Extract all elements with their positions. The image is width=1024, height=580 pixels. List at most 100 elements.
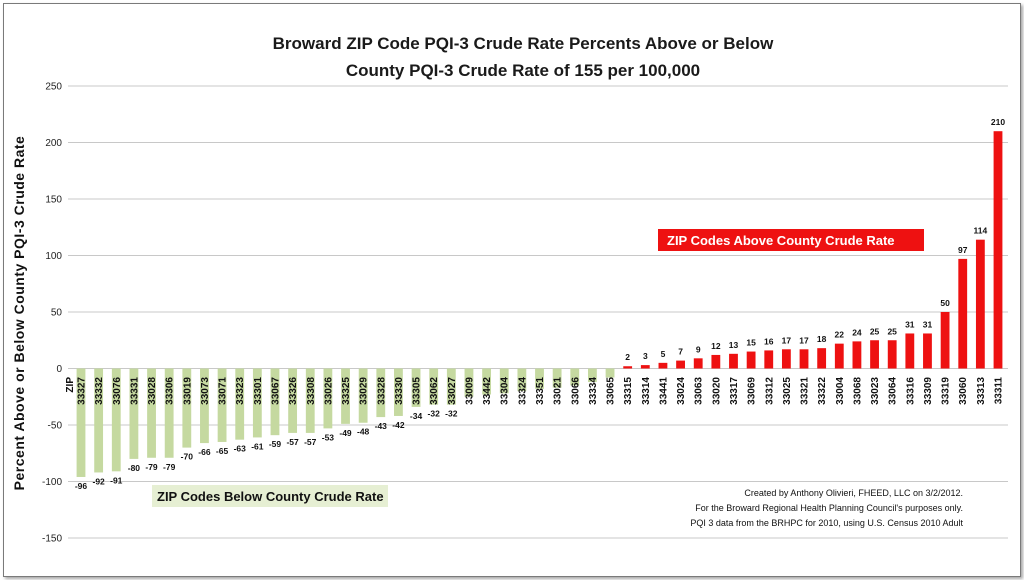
data-label: -57: [304, 437, 317, 447]
bar: [658, 362, 668, 369]
category-label: 33026: [323, 377, 334, 405]
category-labels: 33327 33332 33076 33331 33028 33306 33019 33073…: [77, 377, 1005, 405]
y-tick-label: 200: [45, 138, 62, 149]
bar: [799, 349, 809, 369]
bar: [817, 348, 827, 369]
data-label: 5: [661, 349, 666, 359]
data-label: -65: [216, 446, 229, 456]
data-label: -49: [339, 428, 352, 438]
bar: [464, 368, 474, 397]
category-label: 33441: [658, 377, 669, 405]
gridlines: [68, 85, 1008, 539]
bar: [129, 368, 139, 459]
category-label: 33334: [588, 377, 599, 405]
bar: [499, 368, 509, 394]
category-label: 33311: [994, 377, 1005, 405]
category-label: 33322: [817, 377, 828, 405]
above-annotation-text: ZIP Codes Above County Crude Rate: [667, 233, 895, 248]
category-label: 33304: [500, 377, 511, 405]
data-label: 210: [991, 117, 1005, 127]
category-label: 33027: [447, 377, 458, 405]
bar: [640, 365, 650, 369]
data-label: -59: [269, 439, 282, 449]
data-label: 12: [711, 341, 721, 351]
bar: [693, 358, 703, 369]
bar: [182, 368, 192, 448]
data-label: 22: [835, 330, 845, 340]
category-label: 33332: [94, 377, 105, 405]
bar: [834, 343, 844, 369]
bar: [764, 350, 774, 369]
y-tick-label: 0: [56, 364, 62, 375]
category-label: 33313: [976, 377, 987, 405]
data-label: -32: [428, 409, 441, 419]
data-label: 9: [696, 344, 701, 354]
category-label: 33324: [517, 377, 528, 405]
bar: [587, 368, 597, 383]
credit-line-1: Created by Anthony Olivieri, FHEED, LLC …: [744, 488, 963, 498]
data-label: 15: [746, 338, 756, 348]
category-label: 33028: [147, 377, 158, 405]
bar: [376, 368, 386, 418]
data-label: -34: [410, 411, 423, 421]
bar: [870, 340, 879, 369]
category-label: 33351: [535, 377, 546, 405]
data-label: 25: [870, 326, 880, 336]
chart-subtitle: County PQI-3 Crude Rate of 155 per 100,0…: [346, 61, 700, 80]
category-label: 33069: [747, 377, 758, 405]
bar: [923, 333, 932, 369]
bar: [781, 349, 791, 369]
bar: [905, 333, 915, 369]
bar: [217, 368, 227, 442]
bar: [605, 368, 615, 378]
category-label: 33316: [905, 377, 916, 405]
bar: [288, 368, 298, 433]
category-label: 33062: [429, 377, 440, 405]
bar: [429, 368, 439, 405]
data-label: 17: [782, 335, 792, 345]
category-label: 33323: [235, 377, 246, 405]
data-label: -61: [251, 441, 264, 451]
bar: [76, 368, 86, 477]
bar: [746, 351, 756, 369]
bar: [164, 368, 174, 458]
category-label: 33314: [641, 377, 652, 405]
bar: [482, 368, 492, 395]
data-label: -48: [357, 427, 370, 437]
data-label: 31: [905, 319, 915, 329]
category-label: 33060: [958, 377, 969, 405]
y-tick-label: 100: [45, 251, 62, 262]
category-label: 33442: [482, 377, 493, 405]
category-label: 33312: [764, 377, 775, 405]
category-label: 33068: [852, 377, 863, 405]
category-label: 33321: [800, 377, 811, 405]
data-label: -43: [375, 421, 388, 431]
category-label: 33023: [870, 377, 881, 405]
category-label: 33071: [218, 377, 229, 405]
bar: [535, 368, 544, 389]
data-label: 18: [817, 334, 827, 344]
category-label: 33067: [270, 377, 281, 405]
category-label: 33021: [553, 377, 564, 405]
category-label: 33063: [694, 377, 705, 405]
bar: [252, 368, 262, 438]
bar: [323, 368, 333, 429]
category-label: 33317: [729, 377, 740, 405]
category-label: 33024: [676, 377, 687, 405]
data-label: -32: [445, 409, 458, 419]
data-label: -53: [322, 432, 335, 442]
bar: [887, 340, 897, 369]
data-label: 31: [923, 319, 933, 329]
category-label: 33019: [182, 377, 193, 405]
category-label: 33328: [376, 377, 387, 405]
data-label: 17: [799, 335, 809, 345]
category-label: 33327: [77, 377, 88, 405]
bar: [94, 368, 104, 473]
bar: [552, 368, 562, 388]
category-label: 33306: [165, 377, 176, 405]
data-label: 24: [852, 327, 862, 337]
bar: [235, 368, 245, 440]
category-label: 33308: [306, 377, 317, 405]
bar: [993, 131, 1003, 369]
